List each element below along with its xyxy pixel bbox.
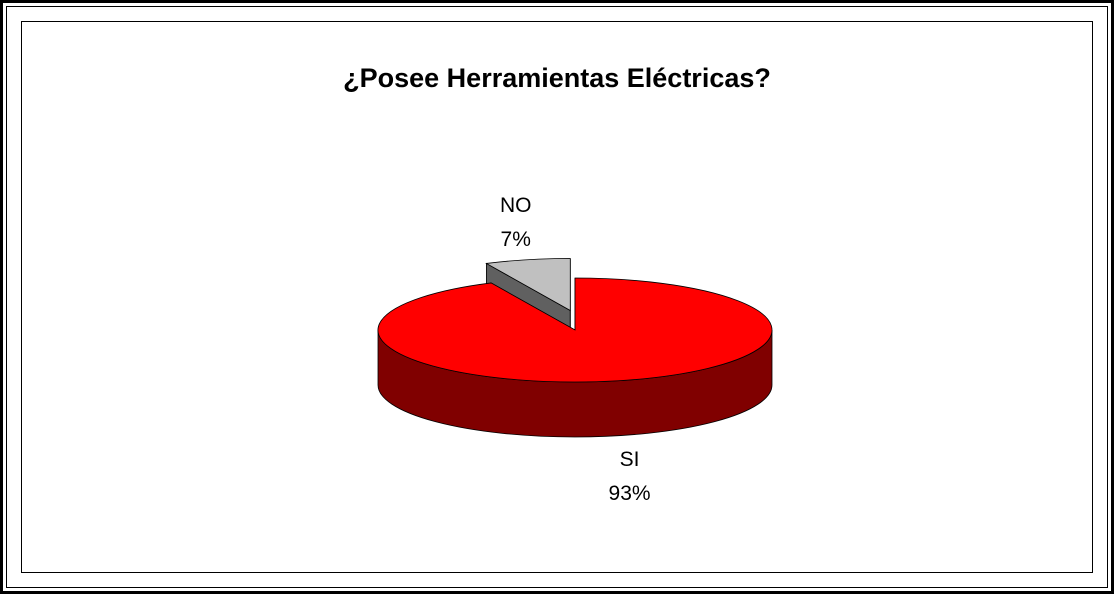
chart-title: ¿Posee Herramientas Eléctricas? [343, 63, 771, 93]
slice-label: NO [500, 194, 532, 217]
slice [485, 258, 571, 312]
frame-line [6, 6, 1108, 588]
slice-value-label: 7% [501, 228, 531, 251]
slice [377, 277, 773, 383]
slice-value-label: 93% [609, 482, 651, 505]
chart-area [21, 21, 1093, 573]
slice-label: SI [620, 448, 640, 471]
